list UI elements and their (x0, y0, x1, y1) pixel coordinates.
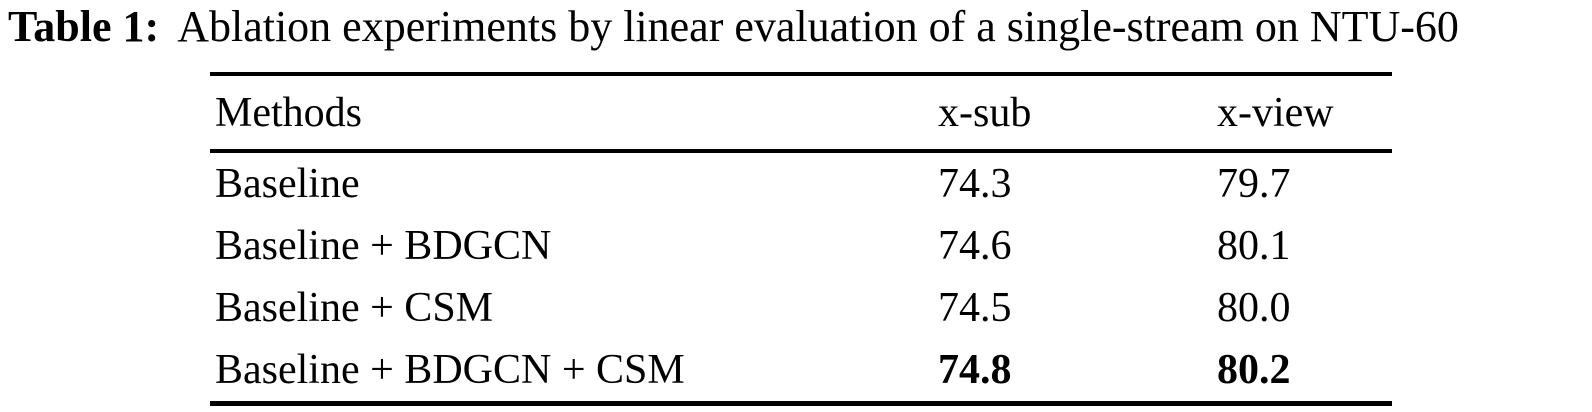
x-sub-cell: 74.3 (938, 163, 1012, 205)
table-row: Baseline + CSM 74.5 80.0 (210, 277, 1392, 339)
x-view-cell: 80.1 (1217, 225, 1291, 267)
col-header-methods: Methods (215, 91, 362, 134)
caption-label: Table 1: (8, 2, 160, 51)
bottom-rule (210, 401, 1392, 406)
table-row: Baseline 74.3 79.7 (210, 153, 1392, 215)
x-view-cell: 80.2 (1217, 349, 1291, 391)
results-table: Methods x-sub x-view Baseline 74.3 79.7 … (210, 72, 1392, 406)
method-cell: Baseline + CSM (215, 287, 494, 329)
method-cell: Baseline + BDGCN (215, 225, 552, 267)
x-sub-cell: 74.8 (938, 349, 1012, 391)
table-caption: Table 1: Ablation experiments by linear e… (8, 0, 1592, 54)
caption-text: Ablation experiments by linear evaluatio… (177, 2, 1459, 51)
method-cell: Baseline (215, 163, 360, 205)
top-rule (210, 72, 1392, 76)
x-view-cell: 79.7 (1217, 163, 1291, 205)
header-rule (210, 149, 1392, 153)
x-sub-cell: 74.6 (938, 225, 1012, 267)
header-row: Methods x-sub x-view (210, 76, 1392, 149)
col-header-x-sub: x-sub (938, 91, 1032, 134)
table-row: Baseline + BDGCN + CSM 74.8 80.2 (210, 339, 1392, 401)
table-row: Baseline + BDGCN 74.6 80.1 (210, 215, 1392, 277)
x-view-cell: 80.0 (1217, 287, 1291, 329)
x-sub-cell: 74.5 (938, 287, 1012, 329)
method-cell: Baseline + BDGCN + CSM (215, 349, 685, 391)
col-header-x-view: x-view (1217, 91, 1334, 134)
